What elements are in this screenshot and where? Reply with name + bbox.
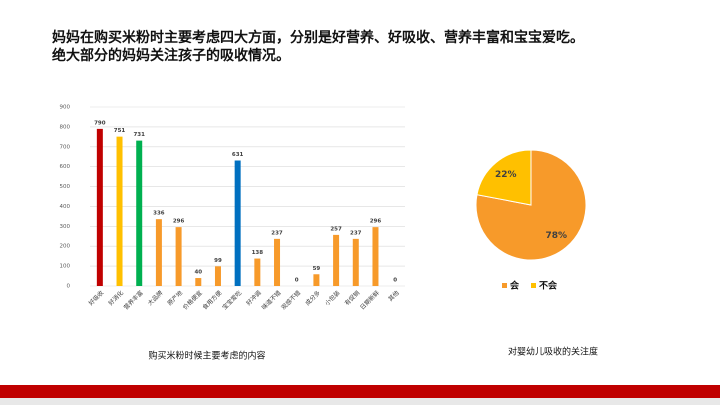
data-label: 731 [133,132,145,138]
data-label: 138 [252,250,264,256]
footer-strip [0,398,720,405]
y-tick-label: 200 [60,244,71,250]
y-tick-label: 300 [60,224,71,230]
data-label: 22% [495,170,517,180]
y-tick-label: 700 [60,144,71,150]
legend-swatch [531,283,536,288]
legend-label: 不会 [539,280,558,292]
data-label: 40 [194,270,202,276]
data-label: 296 [370,219,382,225]
data-label: 751 [114,128,126,134]
chart-title: 购买米粉时候主要考虑的内容 [148,350,265,362]
header-line: 绝大部分的妈妈关注孩子的吸收情况。 [52,47,290,64]
y-tick-label: 100 [60,264,71,270]
legend-swatch [502,283,507,288]
data-label: 296 [173,219,185,225]
data-label: 237 [350,230,362,236]
data-label: 0 [295,278,299,284]
data-label: 0 [393,278,397,284]
data-label: 336 [153,211,165,217]
bar [155,219,162,286]
bar [333,234,340,286]
bar [254,258,261,286]
pie-slice [476,149,532,206]
bar [313,274,320,286]
footer-band [0,385,720,398]
data-label: 790 [94,120,106,126]
bar [274,238,281,286]
bar [195,278,202,286]
y-tick-label: 600 [60,164,71,170]
bar [234,160,241,286]
bar [372,227,379,286]
bar [352,238,359,286]
y-tick-label: 0 [67,284,71,290]
header-line: 妈妈在购买米粉时主要考虑四大方面，分别是好营养、好吸收、营养丰富和宝宝爱吃。 [52,29,584,46]
y-tick-label: 800 [60,124,71,130]
data-label: 237 [271,230,283,236]
y-tick-label: 400 [60,204,71,210]
y-tick-label: 900 [60,105,71,111]
y-tick-label: 500 [60,184,71,190]
bar [116,136,123,286]
data-label: 59 [313,266,321,272]
bar [175,227,182,286]
data-label: 631 [232,152,244,158]
data-label: 257 [330,226,342,232]
chart-title: 对婴幼儿吸收的关注度 [508,346,598,358]
bar [136,140,143,286]
legend-label: 会 [510,280,520,292]
data-label: 99 [214,258,222,264]
bar [214,266,221,286]
bar [96,128,103,286]
data-label: 78% [545,231,567,241]
